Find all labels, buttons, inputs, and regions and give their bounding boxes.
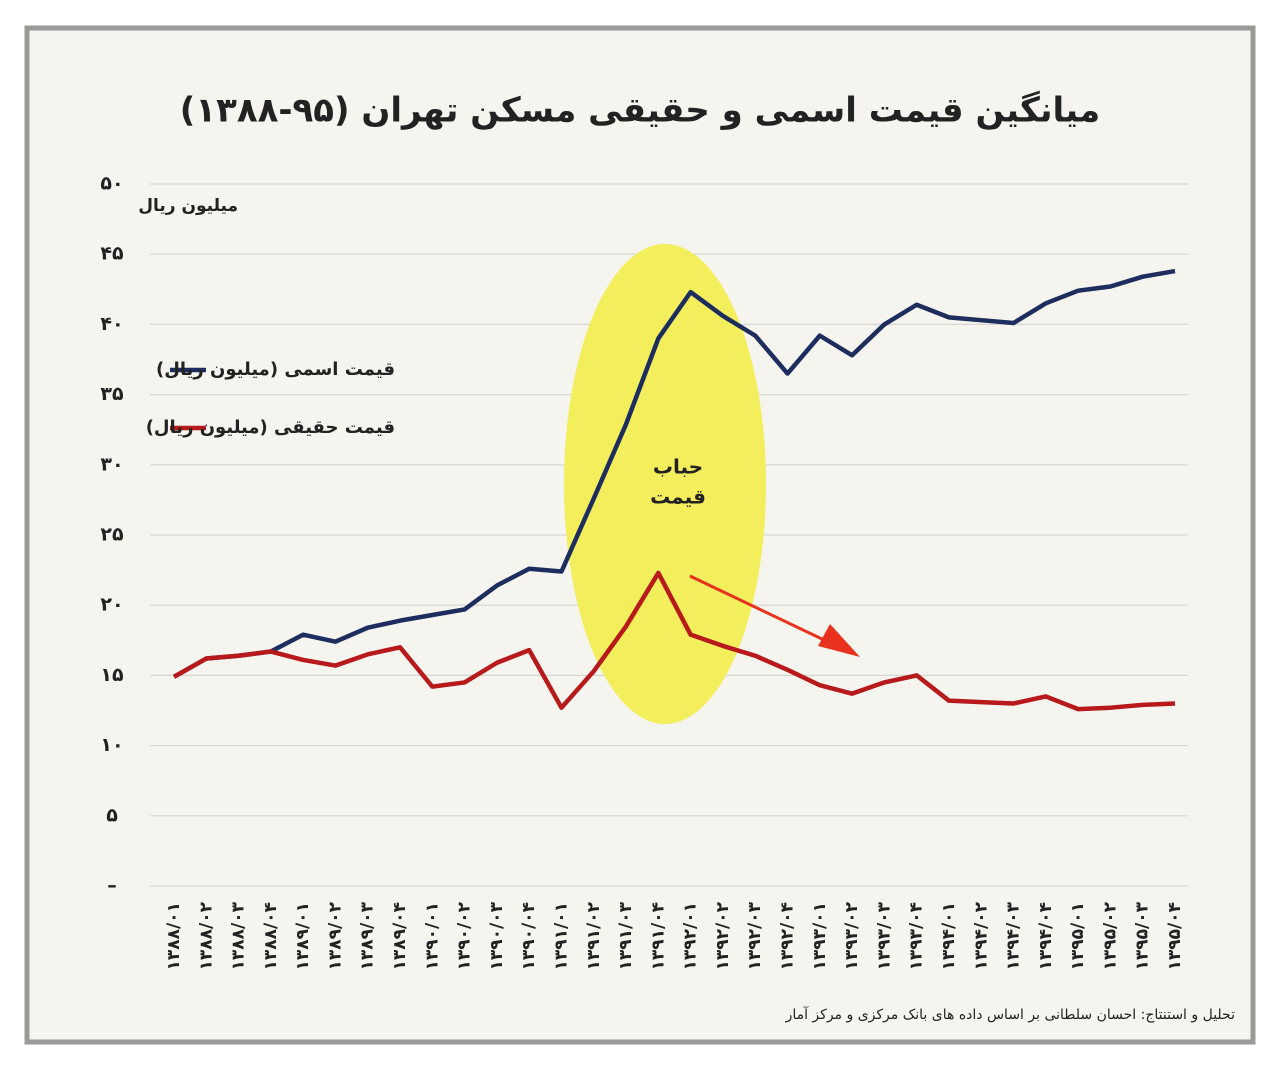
y-tick-label: ۱۵ [100,664,124,686]
annotation: قیمت [650,485,706,509]
x-tick-label: ۱۳۹۲/۰۴ [778,902,798,970]
x-tick-label: ۱۳۸۹/۰۱ [293,902,313,970]
y-axis-label: میلیون ریال [138,196,238,216]
annotation: حباب [653,455,703,479]
y-tick-label: ۵۰ [100,173,123,195]
y-tick-label: ۳۵ [100,383,124,405]
chart-title: میانگین قیمت اسمی و حقیقی مسکن تهران (۹۵… [180,91,1100,131]
x-tick-label: ۱۳۸۸/۰۴ [261,902,281,970]
y-tick-label: ۳۰ [100,453,123,475]
x-tick-label: ۱۳۹۱/۰۳ [616,901,636,970]
x-tick-label: ۱۳۹۲/۰۱ [681,902,701,970]
legend-label: قیمت اسمی (میلیون ریال) [156,359,395,380]
y-tick-label: ۲۰ [100,594,123,616]
x-tick-label: ۱۳۸۹/۰۳ [358,901,378,970]
x-tick-label: ۱۳۹۱/۰۲ [584,901,604,970]
trend-arrow [689,574,860,657]
series-line [172,570,1176,712]
x-tick-label: ۱۳۹۵/۰۲ [1100,901,1120,970]
arrow-head [818,624,860,657]
x-tick-label: ۱۳۹۵/۰۱ [1068,902,1088,970]
x-tick-label: ۱۳۹۰/۰۳ [487,901,507,970]
y-tick-label: – [107,875,117,897]
x-tick-label: ۱۳۹۰/۰۴ [519,902,539,970]
x-tick-label: ۱۳۸۹/۰۴ [390,902,410,970]
source-note: تحلیل و استنتاج: احسان سلطانی بر اساس دا… [785,1006,1236,1023]
x-tick-label: ۱۳۸۸/۰۳ [229,901,249,970]
x-tick-label: ۱۳۹۳/۰۴ [907,902,927,970]
x-tick-label: ۱۳۹۰/۰۲ [455,901,475,970]
x-tick-label: ۱۳۹۴/۰۴ [1036,902,1056,970]
x-tick-label: ۱۳۸۹/۰۲ [325,901,345,970]
x-tick-label: ۱۳۹۳/۰۳ [874,901,894,970]
x-tick-label: ۱۳۹۵/۰۳ [1133,901,1153,970]
y-tick-label: ۲۵ [100,524,124,546]
x-tick-label: ۱۳۹۳/۰۱ [810,902,830,970]
x-tick-label: ۱۳۹۴/۰۳ [1004,901,1024,970]
x-tick-label: ۱۳۹۲/۰۳ [745,901,765,970]
x-tick-label: ۱۳۹۵/۰۴ [1165,902,1185,970]
x-tick-label: ۱۳۹۲/۰۲ [713,901,733,970]
arrow-shaft [689,574,846,652]
x-tick-label: ۱۳۸۸/۰۲ [196,901,216,970]
x-tick-label: ۱۳۹۱/۰۱ [551,902,571,970]
x-tick-label: ۱۳۹۴/۰۲ [971,901,991,970]
x-tick-label: ۱۳۹۴/۰۱ [939,902,959,970]
y-tick-label: ۱۰ [100,734,123,756]
y-tick-label: ۵ [106,804,118,826]
y-tick-label: ۴۰ [100,313,123,335]
x-tick-label: ۱۳۹۰/۰۱ [422,902,442,970]
x-tick-label: ۱۳۹۱/۰۴ [648,902,668,970]
bubble-highlight [564,244,766,724]
legend-label: قیمت حقیقی (میلیون ریال) [146,417,395,438]
y-tick-label: ۴۵ [100,243,124,265]
x-tick-label: ۱۳۹۳/۰۲ [842,901,862,970]
series-line [172,268,1176,679]
x-tick-label: ۱۳۸۸/۰۱ [164,902,184,970]
